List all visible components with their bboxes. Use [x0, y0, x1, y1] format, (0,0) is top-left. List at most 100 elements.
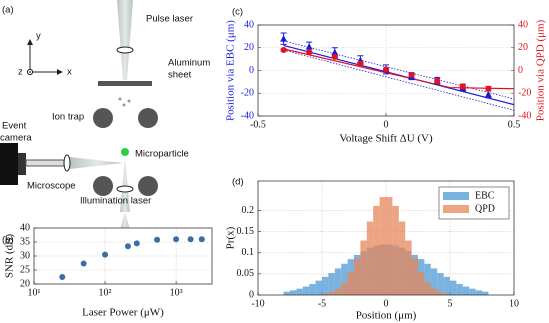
x-tick-label: 5 — [448, 298, 453, 309]
y-tick-label: 35 — [20, 236, 30, 247]
fit-line — [283, 49, 515, 111]
x-tick-label: 10¹ — [28, 287, 41, 298]
plot-frame — [257, 24, 515, 117]
histogram-bar — [411, 258, 418, 295]
axis-origin — [29, 71, 31, 73]
legend-box — [438, 186, 510, 220]
x-tick-label: 10³ — [170, 287, 183, 298]
histogram-bar — [398, 221, 406, 295]
y2-tick-label: 40 — [518, 19, 528, 30]
histogram-bar — [379, 197, 386, 295]
y2-tick-label: 0 — [518, 65, 523, 76]
laser-beam — [120, 212, 130, 230]
point — [331, 48, 339, 56]
trap-electrode — [138, 108, 158, 128]
label: Illumination laser — [80, 196, 151, 207]
point — [102, 251, 109, 258]
legend: EBC QPD — [438, 186, 510, 220]
histogram-bar — [437, 273, 444, 295]
histogram-bar — [341, 282, 348, 295]
y-tick-label: 0 — [249, 65, 254, 76]
trap-electrode — [93, 108, 113, 128]
x-tick-label: -0.5 — [250, 119, 266, 130]
histogram-bar — [392, 205, 399, 295]
y-tick-label: 20 — [244, 42, 254, 53]
histogram-bar — [443, 293, 450, 295]
x-tick-label: 0 — [384, 298, 389, 309]
x-tick-label: 10² — [99, 287, 112, 298]
label: Ion trap — [52, 112, 84, 123]
point — [133, 240, 140, 247]
histogram-bar — [296, 288, 303, 295]
point — [154, 236, 161, 243]
chart: -10 -5 0 5 10 0 0.05 0.1 0.15 0.2 (d) Position (μm)… — [225, 177, 519, 322]
particle-dot — [127, 99, 131, 103]
camera — [0, 143, 18, 185]
histogram-bar — [302, 286, 310, 295]
histogram-bar — [450, 280, 457, 295]
plot-body — [59, 236, 205, 280]
y-axis-label: SNR (dB) — [4, 234, 16, 279]
y-axis-label: Pr(x) — [225, 226, 237, 249]
plot-frame — [33, 227, 213, 285]
point — [59, 274, 66, 280]
histogram-bar — [341, 263, 348, 295]
point — [173, 236, 180, 243]
label: Microscope — [27, 181, 76, 192]
point — [187, 236, 194, 243]
label: Aluminum — [168, 58, 210, 69]
histogram-bar — [482, 291, 489, 295]
x-tick-label: -5 — [318, 298, 326, 309]
lens — [63, 154, 71, 172]
histogram-bar — [366, 221, 374, 295]
point — [80, 260, 87, 267]
y-tick-label: 40 — [20, 222, 30, 233]
y-tick-label: 40 — [244, 19, 254, 30]
imaging-beam — [70, 157, 123, 169]
fit-line — [283, 48, 515, 90]
y-tick-label: 0.05 — [237, 268, 255, 279]
y-tick-label: 0.15 — [237, 226, 255, 237]
histogram-bar — [469, 288, 476, 295]
point — [305, 43, 313, 50]
x-axis-label: Laser Power (μW) — [82, 307, 164, 319]
trap-electrode — [138, 176, 158, 196]
laser-beam — [120, 158, 130, 212]
y-tick-label: 0.1 — [242, 247, 255, 258]
point — [280, 35, 288, 42]
point — [434, 77, 441, 84]
histogram-bar — [309, 284, 316, 295]
histogram-bar — [418, 272, 425, 295]
y-tick-label: 25 — [20, 264, 30, 275]
axis-label: x — [67, 67, 72, 78]
point — [484, 90, 492, 98]
plot-body — [283, 197, 489, 295]
histogram-bar — [334, 288, 342, 295]
panel-label: (d) — [232, 177, 244, 188]
particle-dot — [118, 97, 122, 101]
y-tick-label: 0 — [249, 289, 254, 300]
point — [459, 83, 466, 90]
y2-axis-label: Position via QPD (μm) — [535, 19, 547, 121]
point — [485, 85, 492, 92]
plot-frame — [257, 180, 515, 296]
legend-label: EBC — [475, 190, 495, 201]
panel-label: (b) — [2, 235, 14, 246]
histogram-bar — [386, 197, 393, 295]
point — [124, 243, 131, 250]
point — [357, 60, 364, 67]
y2-tick-label: -40 — [518, 110, 531, 121]
point — [306, 49, 313, 56]
aluminum-sheet — [98, 81, 152, 86]
histogram-bar — [322, 276, 329, 295]
point — [331, 53, 338, 60]
y2-tick-label: -20 — [518, 88, 531, 99]
histogram-bar — [354, 258, 361, 295]
histogram-bar — [462, 286, 470, 295]
point — [408, 72, 415, 79]
histogram-bar — [437, 292, 444, 295]
histogram-bar — [290, 290, 297, 295]
point — [198, 236, 205, 243]
histogram-bar — [328, 273, 335, 295]
